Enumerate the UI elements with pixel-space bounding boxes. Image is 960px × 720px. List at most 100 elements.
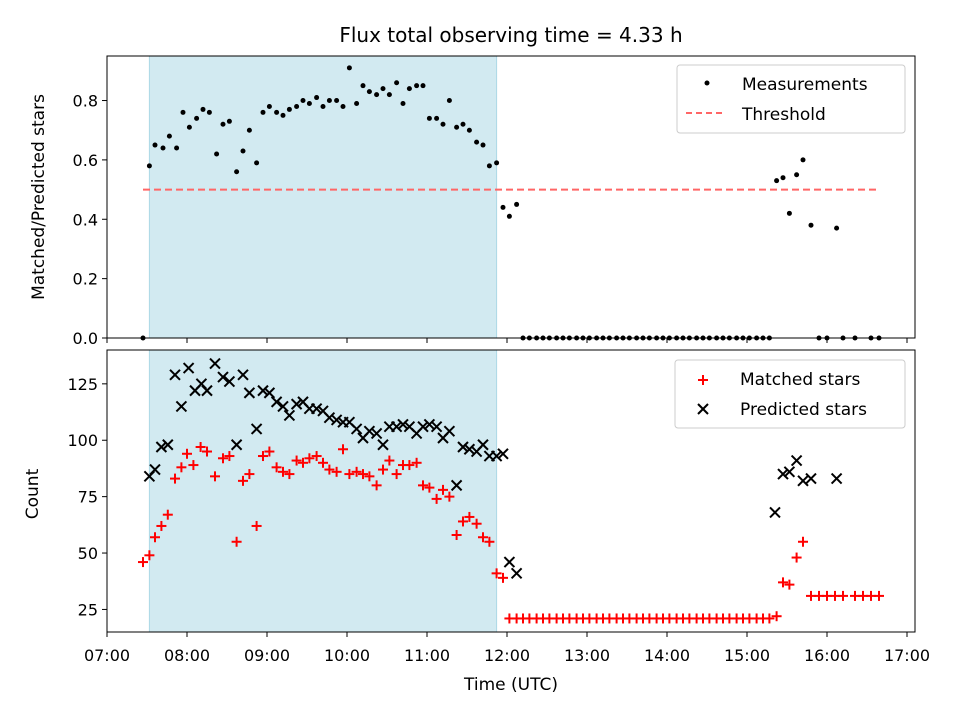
measurement-point [246, 127, 252, 133]
x-tick-label: 07:00 [84, 646, 130, 665]
ratio-legend-box [676, 64, 906, 134]
predicted-star-point [430, 420, 443, 433]
matched-star-point [324, 464, 335, 475]
matched-star-point [170, 473, 180, 484]
measurement-point [440, 121, 446, 127]
matched-star-point [138, 557, 148, 568]
y-tick-label: 125 [67, 375, 98, 394]
measurement-point [294, 103, 300, 109]
predicted-star-point [777, 468, 789, 480]
count-legend-box [674, 359, 906, 429]
measurement-point [152, 142, 158, 148]
predicted-star-point [503, 556, 516, 568]
matched-star-point [188, 460, 199, 471]
measurement-point [234, 169, 240, 175]
count-panel: 25 50 75 100 125 07:00 08:00 09:00 10:00 11:00 12… [23, 349, 930, 695]
count-axes-frame [106, 349, 916, 633]
predicted-star-point [769, 506, 781, 519]
matched-star-point [224, 451, 235, 462]
ratio-y-axis-label: Matched/Predicted stars [29, 94, 49, 300]
measurement-point [466, 127, 472, 133]
predicted-star-point [350, 423, 363, 435]
matched-star-point [150, 532, 160, 543]
measurement-point [340, 103, 346, 109]
measurement-point [380, 86, 386, 92]
matched-star-point [464, 511, 475, 522]
predicted-star-point [250, 423, 263, 435]
measurement-point [334, 98, 340, 104]
x-tick-label: 13:00 [564, 646, 610, 665]
legend-measurements-marker [704, 80, 710, 86]
matched-star-point [195, 442, 206, 453]
predicted-star-point [370, 427, 383, 440]
legend-predicted-label: Predicted stars [740, 400, 867, 420]
matched-star-point [338, 444, 348, 455]
measurement-point [480, 142, 486, 148]
measurement-point [800, 157, 806, 163]
predicted-star-point [463, 443, 476, 455]
matched-star-point [378, 464, 388, 475]
measurement-point [220, 121, 226, 127]
predicted-star-point [243, 387, 256, 399]
measurement-point [474, 139, 480, 145]
predicted-star-point [257, 384, 269, 397]
y-tick-label: 0.2 [73, 270, 98, 289]
count-y-axis-label: Count [23, 468, 43, 519]
measurement-point [420, 83, 426, 89]
measurement-point [346, 65, 352, 71]
measurement-point [354, 100, 360, 106]
x-axis-label: Time (UTC) [463, 675, 558, 695]
measurement-point [326, 98, 332, 104]
matched-star-point [202, 446, 212, 457]
matched-star-point [491, 568, 502, 579]
measurement-point [240, 148, 246, 154]
measurement-point [160, 145, 166, 151]
matched-star-point [291, 455, 302, 466]
measurement-point [834, 225, 840, 231]
predicted-star-point [830, 472, 843, 485]
x-tick-label: 16:00 [804, 646, 850, 665]
predicted-star-point [790, 454, 803, 467]
y-tick-label: 100 [67, 431, 98, 450]
legend-predicted-marker [697, 403, 709, 415]
y-tick-label: 0.0 [73, 329, 98, 348]
matched-star-point [264, 446, 275, 457]
measurement-point [774, 178, 780, 184]
predicted-star-point [149, 463, 161, 476]
matched-star-point [144, 550, 155, 561]
matched-star-point [458, 516, 468, 527]
matched-star-point [764, 613, 775, 624]
predicted-star-point [237, 369, 249, 381]
measurement-point [506, 213, 512, 219]
matched-star-point [364, 471, 375, 482]
matched-star-point [771, 611, 782, 622]
predicted-star-point [209, 357, 221, 370]
matched-star-point [778, 577, 788, 588]
y-tick-label: 50 [78, 544, 98, 563]
measurement-point [794, 172, 800, 178]
x-tick-label: 08:00 [164, 646, 210, 665]
ratio-legend: Measurements Threshold [676, 64, 906, 134]
predicted-star-point [477, 439, 489, 451]
matched-star-point [218, 453, 228, 464]
y-tick-label: 75 [78, 488, 98, 507]
measurement-point [320, 103, 326, 109]
predicted-star-point [217, 371, 229, 383]
predicted-star-point [377, 439, 389, 451]
matched-star-point [231, 536, 242, 547]
matched-star-point [210, 471, 220, 482]
measurement-point [286, 106, 292, 112]
matched-star-point [182, 448, 192, 459]
predicted-star-point [443, 425, 456, 437]
matched-star-point [344, 469, 355, 480]
predicted-star-point [805, 472, 817, 485]
matched-star-point [784, 579, 795, 590]
predicted-star-point [417, 420, 429, 433]
predicted-star-point [783, 466, 796, 478]
matched-star-point [431, 493, 442, 504]
legend-threshold-label: Threshold [741, 105, 826, 125]
matched-star-point [244, 469, 255, 480]
measurement-point [374, 92, 380, 98]
predicted-star-point [223, 375, 236, 388]
chart-title: Flux total observing time = 4.33 h [339, 23, 682, 47]
